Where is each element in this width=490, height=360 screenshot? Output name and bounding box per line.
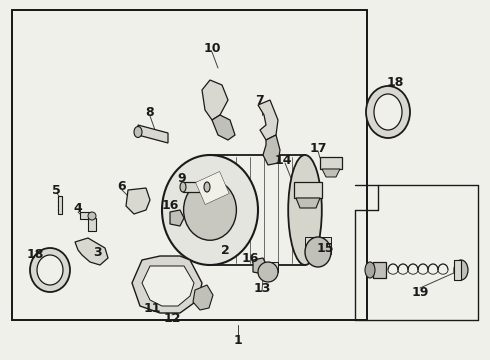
Polygon shape [58,196,62,214]
Text: 15: 15 [316,242,334,255]
Text: 8: 8 [146,105,154,118]
Ellipse shape [88,212,96,220]
Polygon shape [80,212,92,219]
Polygon shape [75,238,108,265]
Text: 16: 16 [241,252,259,265]
Ellipse shape [204,182,210,192]
Bar [12,10,367,320]
Text: 14: 14 [274,153,292,166]
Polygon shape [258,100,278,140]
Text: 3: 3 [93,246,101,258]
Text: 19: 19 [411,285,429,298]
Polygon shape [142,266,194,306]
Polygon shape [183,182,207,192]
Ellipse shape [305,237,331,267]
Polygon shape [305,237,331,254]
Bar [294,182,322,198]
Polygon shape [454,260,461,280]
Polygon shape [196,171,229,204]
Ellipse shape [30,248,70,292]
Ellipse shape [454,260,468,280]
Text: 4: 4 [74,202,82,215]
Ellipse shape [365,262,375,278]
Text: 18: 18 [386,76,404,89]
Text: 13: 13 [253,282,270,294]
Polygon shape [258,262,278,272]
Ellipse shape [288,155,322,265]
Text: 7: 7 [256,94,265,107]
Ellipse shape [37,255,63,285]
Text: 6: 6 [118,180,126,193]
Ellipse shape [134,126,142,138]
Polygon shape [322,169,340,177]
Text: 2: 2 [220,243,229,256]
Polygon shape [373,262,386,278]
Polygon shape [193,285,213,310]
Polygon shape [212,115,235,140]
Ellipse shape [258,262,278,282]
Text: 17: 17 [309,141,327,154]
Ellipse shape [366,86,410,138]
Polygon shape [202,80,228,120]
Text: 18: 18 [26,248,44,261]
Text: 11: 11 [143,302,161,315]
Polygon shape [253,258,267,274]
Text: 12: 12 [163,311,181,324]
Ellipse shape [184,180,236,240]
Polygon shape [132,256,202,313]
Bar [320,157,342,169]
Text: 9: 9 [178,171,186,185]
Ellipse shape [180,182,186,192]
Text: 1: 1 [234,333,243,346]
Ellipse shape [162,155,258,265]
Polygon shape [138,125,168,143]
Polygon shape [263,135,280,165]
Polygon shape [296,198,320,208]
Ellipse shape [374,94,402,130]
Text: 10: 10 [203,41,221,54]
Text: 5: 5 [51,184,60,197]
Polygon shape [126,188,150,214]
Polygon shape [88,218,96,231]
Text: 16: 16 [161,198,179,212]
Polygon shape [170,210,184,226]
